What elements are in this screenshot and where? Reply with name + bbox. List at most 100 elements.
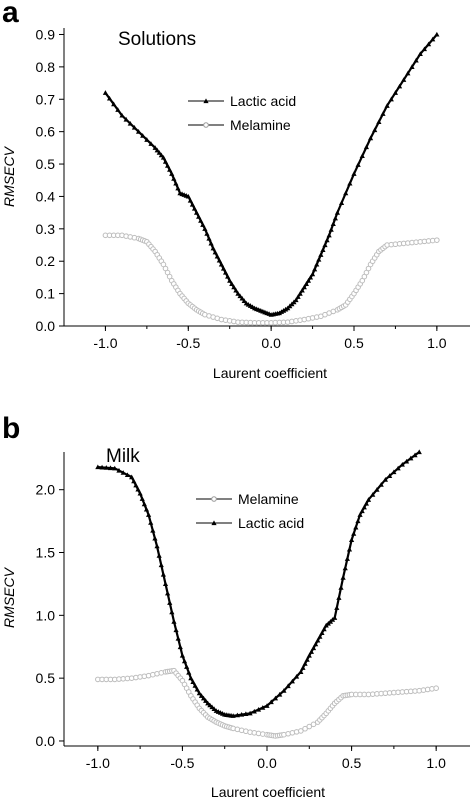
data-point — [150, 527, 156, 533]
data-point — [280, 308, 287, 313]
data-point — [305, 278, 312, 283]
data-point — [334, 605, 340, 610]
data-point — [295, 294, 301, 299]
data-point — [141, 501, 147, 507]
data-point — [301, 284, 307, 290]
panel-a-ytick-label: 0.1 — [36, 286, 56, 302]
data-point — [120, 470, 126, 475]
series-line — [104, 33, 438, 316]
panel-a-xtick-label: -1.0 — [93, 335, 117, 351]
panel-b-ytick-label: 0.5 — [36, 670, 56, 686]
data-point — [353, 524, 359, 530]
data-point — [143, 506, 150, 512]
panel-b-xtick-label: 1.0 — [426, 755, 446, 771]
data-point — [202, 226, 208, 231]
panel-a-ylabel: RMSECV — [1, 145, 17, 207]
data-point — [165, 590, 171, 596]
data-point — [277, 691, 283, 697]
panel-b-ylabel: RMSECV — [1, 566, 17, 628]
data-point — [299, 287, 305, 293]
data-point — [231, 284, 237, 290]
panel-b-ytick-label: 0.0 — [36, 733, 56, 749]
data-point — [395, 465, 401, 471]
data-point — [293, 297, 299, 303]
legend-label: Melamine — [238, 491, 299, 507]
panel-a-ytick-label: 0.0 — [36, 318, 56, 334]
panel-a-ytick-label: 0.5 — [36, 156, 56, 172]
legend-label: Melamine — [230, 117, 291, 133]
data-point — [338, 585, 344, 590]
data-point — [156, 553, 162, 558]
data-point — [229, 281, 235, 286]
data-point — [319, 630, 325, 636]
data-point — [185, 193, 191, 199]
data-point — [208, 240, 214, 246]
data-point — [421, 46, 428, 52]
panel-b-legend: Melamine Lactic acid — [196, 491, 304, 531]
data-point — [281, 688, 287, 693]
data-point — [158, 152, 164, 158]
data-point — [306, 652, 312, 658]
data-point — [359, 508, 365, 514]
data-point — [173, 180, 179, 186]
data-point — [216, 257, 222, 263]
data-point — [310, 645, 317, 651]
panel-b-ytick-label: 1.0 — [36, 607, 56, 623]
data-point — [167, 167, 173, 172]
data-point — [158, 562, 164, 568]
data-point — [139, 496, 145, 501]
panel-a: a Solutions -1.0 -0.5 0.0 0.5 1.0 0.0 0.1 0.2 0.… — [1, 0, 470, 381]
data-point — [300, 665, 306, 670]
data-point — [191, 205, 198, 211]
data-point — [156, 150, 162, 155]
data-point — [200, 695, 207, 701]
panel-b-legend-item: Lactic acid — [196, 515, 304, 531]
data-point — [235, 291, 241, 296]
data-point — [131, 125, 138, 130]
data-point — [137, 490, 143, 496]
panel-b-title: Milk — [106, 446, 140, 467]
data-point — [233, 287, 239, 293]
data-point — [119, 112, 125, 118]
data-point — [332, 215, 338, 221]
data-point — [283, 306, 289, 312]
panel-a-xtick-label: 0.0 — [261, 335, 281, 351]
data-point — [188, 675, 194, 681]
data-point — [384, 103, 390, 108]
data-point — [152, 145, 158, 150]
data-point — [99, 464, 105, 470]
panel-b-legend-item: Melamine — [196, 491, 299, 507]
panel-b-series-lactic-acid — [95, 449, 422, 718]
data-point — [278, 309, 285, 314]
panel-a-series-melamine — [102, 232, 440, 326]
data-point — [148, 141, 154, 146]
data-point — [332, 615, 338, 620]
data-point — [387, 473, 393, 478]
data-point — [194, 686, 200, 692]
data-point — [260, 705, 266, 710]
data-point — [403, 458, 410, 464]
data-point — [187, 197, 193, 203]
data-point — [351, 171, 357, 176]
data-point — [298, 728, 304, 734]
data-point — [198, 693, 205, 698]
data-point — [374, 487, 380, 492]
panel-a-xtick-label: 0.5 — [344, 335, 364, 351]
panel-b-xtick-label: 0.5 — [342, 755, 362, 771]
data-point — [372, 127, 378, 133]
data-point — [391, 469, 397, 475]
legend-label: Lactic acid — [238, 515, 304, 531]
data-point — [234, 712, 240, 718]
data-point — [433, 685, 439, 692]
panel-b-xtick-label: -1.0 — [86, 755, 110, 771]
data-point — [203, 698, 209, 703]
data-point — [167, 600, 173, 605]
data-point — [367, 135, 374, 141]
panel-a-xtick-label: 1.0 — [427, 335, 447, 351]
data-point — [227, 278, 233, 283]
panel-a-legend: Lactic acid Melamine — [188, 93, 296, 133]
data-point — [186, 669, 192, 675]
data-point — [334, 210, 341, 215]
data-point — [230, 713, 236, 718]
data-point — [294, 673, 300, 679]
